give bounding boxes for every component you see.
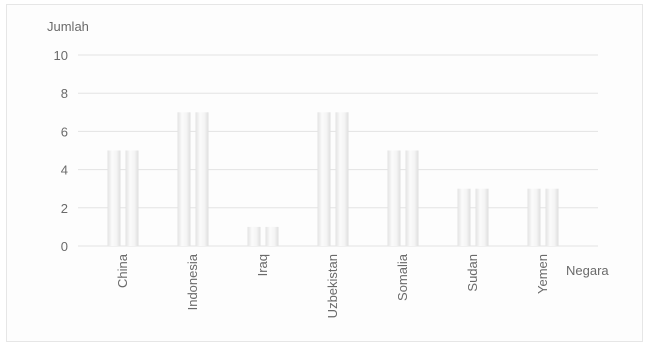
bars — [107, 112, 559, 246]
y-axis-title: Jumlah — [47, 19, 89, 34]
bar-uzbekistan-1 — [317, 112, 331, 246]
bar-somalia-2 — [405, 150, 419, 246]
bar-yemen-1 — [527, 188, 541, 246]
bar-uzbekistan-2 — [335, 112, 349, 246]
x-axis-title: Negara — [566, 263, 609, 278]
x-tick-label-uzbekistan: Uzbekistan — [325, 254, 340, 318]
bar-indonesia-2 — [195, 112, 209, 246]
y-tick-labels: 0 2 4 6 8 10 — [54, 48, 68, 254]
bar-indonesia-1 — [177, 112, 191, 246]
x-tick-label-yemen: Yemen — [535, 254, 550, 294]
y-tick-label: 6 — [61, 124, 68, 139]
x-tick-label-somalia: Somalia — [395, 253, 410, 301]
bar-yemen-2 — [545, 188, 559, 246]
x-tick-label-china: China — [115, 253, 130, 288]
bar-sudan-2 — [475, 188, 489, 246]
bar-sudan-1 — [457, 188, 471, 246]
y-tick-label: 4 — [61, 163, 68, 178]
bar-iraq-1 — [247, 226, 261, 246]
y-tick-label: 10 — [54, 48, 68, 63]
x-tick-label-iraq: Iraq — [255, 254, 270, 276]
grid-lines — [78, 54, 598, 247]
bar-china-1 — [107, 150, 121, 246]
bar-china-2 — [125, 150, 139, 246]
x-tick-label-sudan: Sudan — [465, 254, 480, 292]
x-tick-labels: China Indonesia Iraq Uzbekistan Somalia Sudan… — [115, 253, 550, 318]
y-tick-label: 0 — [61, 239, 68, 254]
y-tick-label: 8 — [61, 86, 68, 101]
x-tick-label-indonesia: Indonesia — [185, 253, 200, 310]
y-tick-label: 2 — [61, 201, 68, 216]
bar-somalia-1 — [387, 150, 401, 246]
bar-iraq-2 — [265, 226, 279, 246]
